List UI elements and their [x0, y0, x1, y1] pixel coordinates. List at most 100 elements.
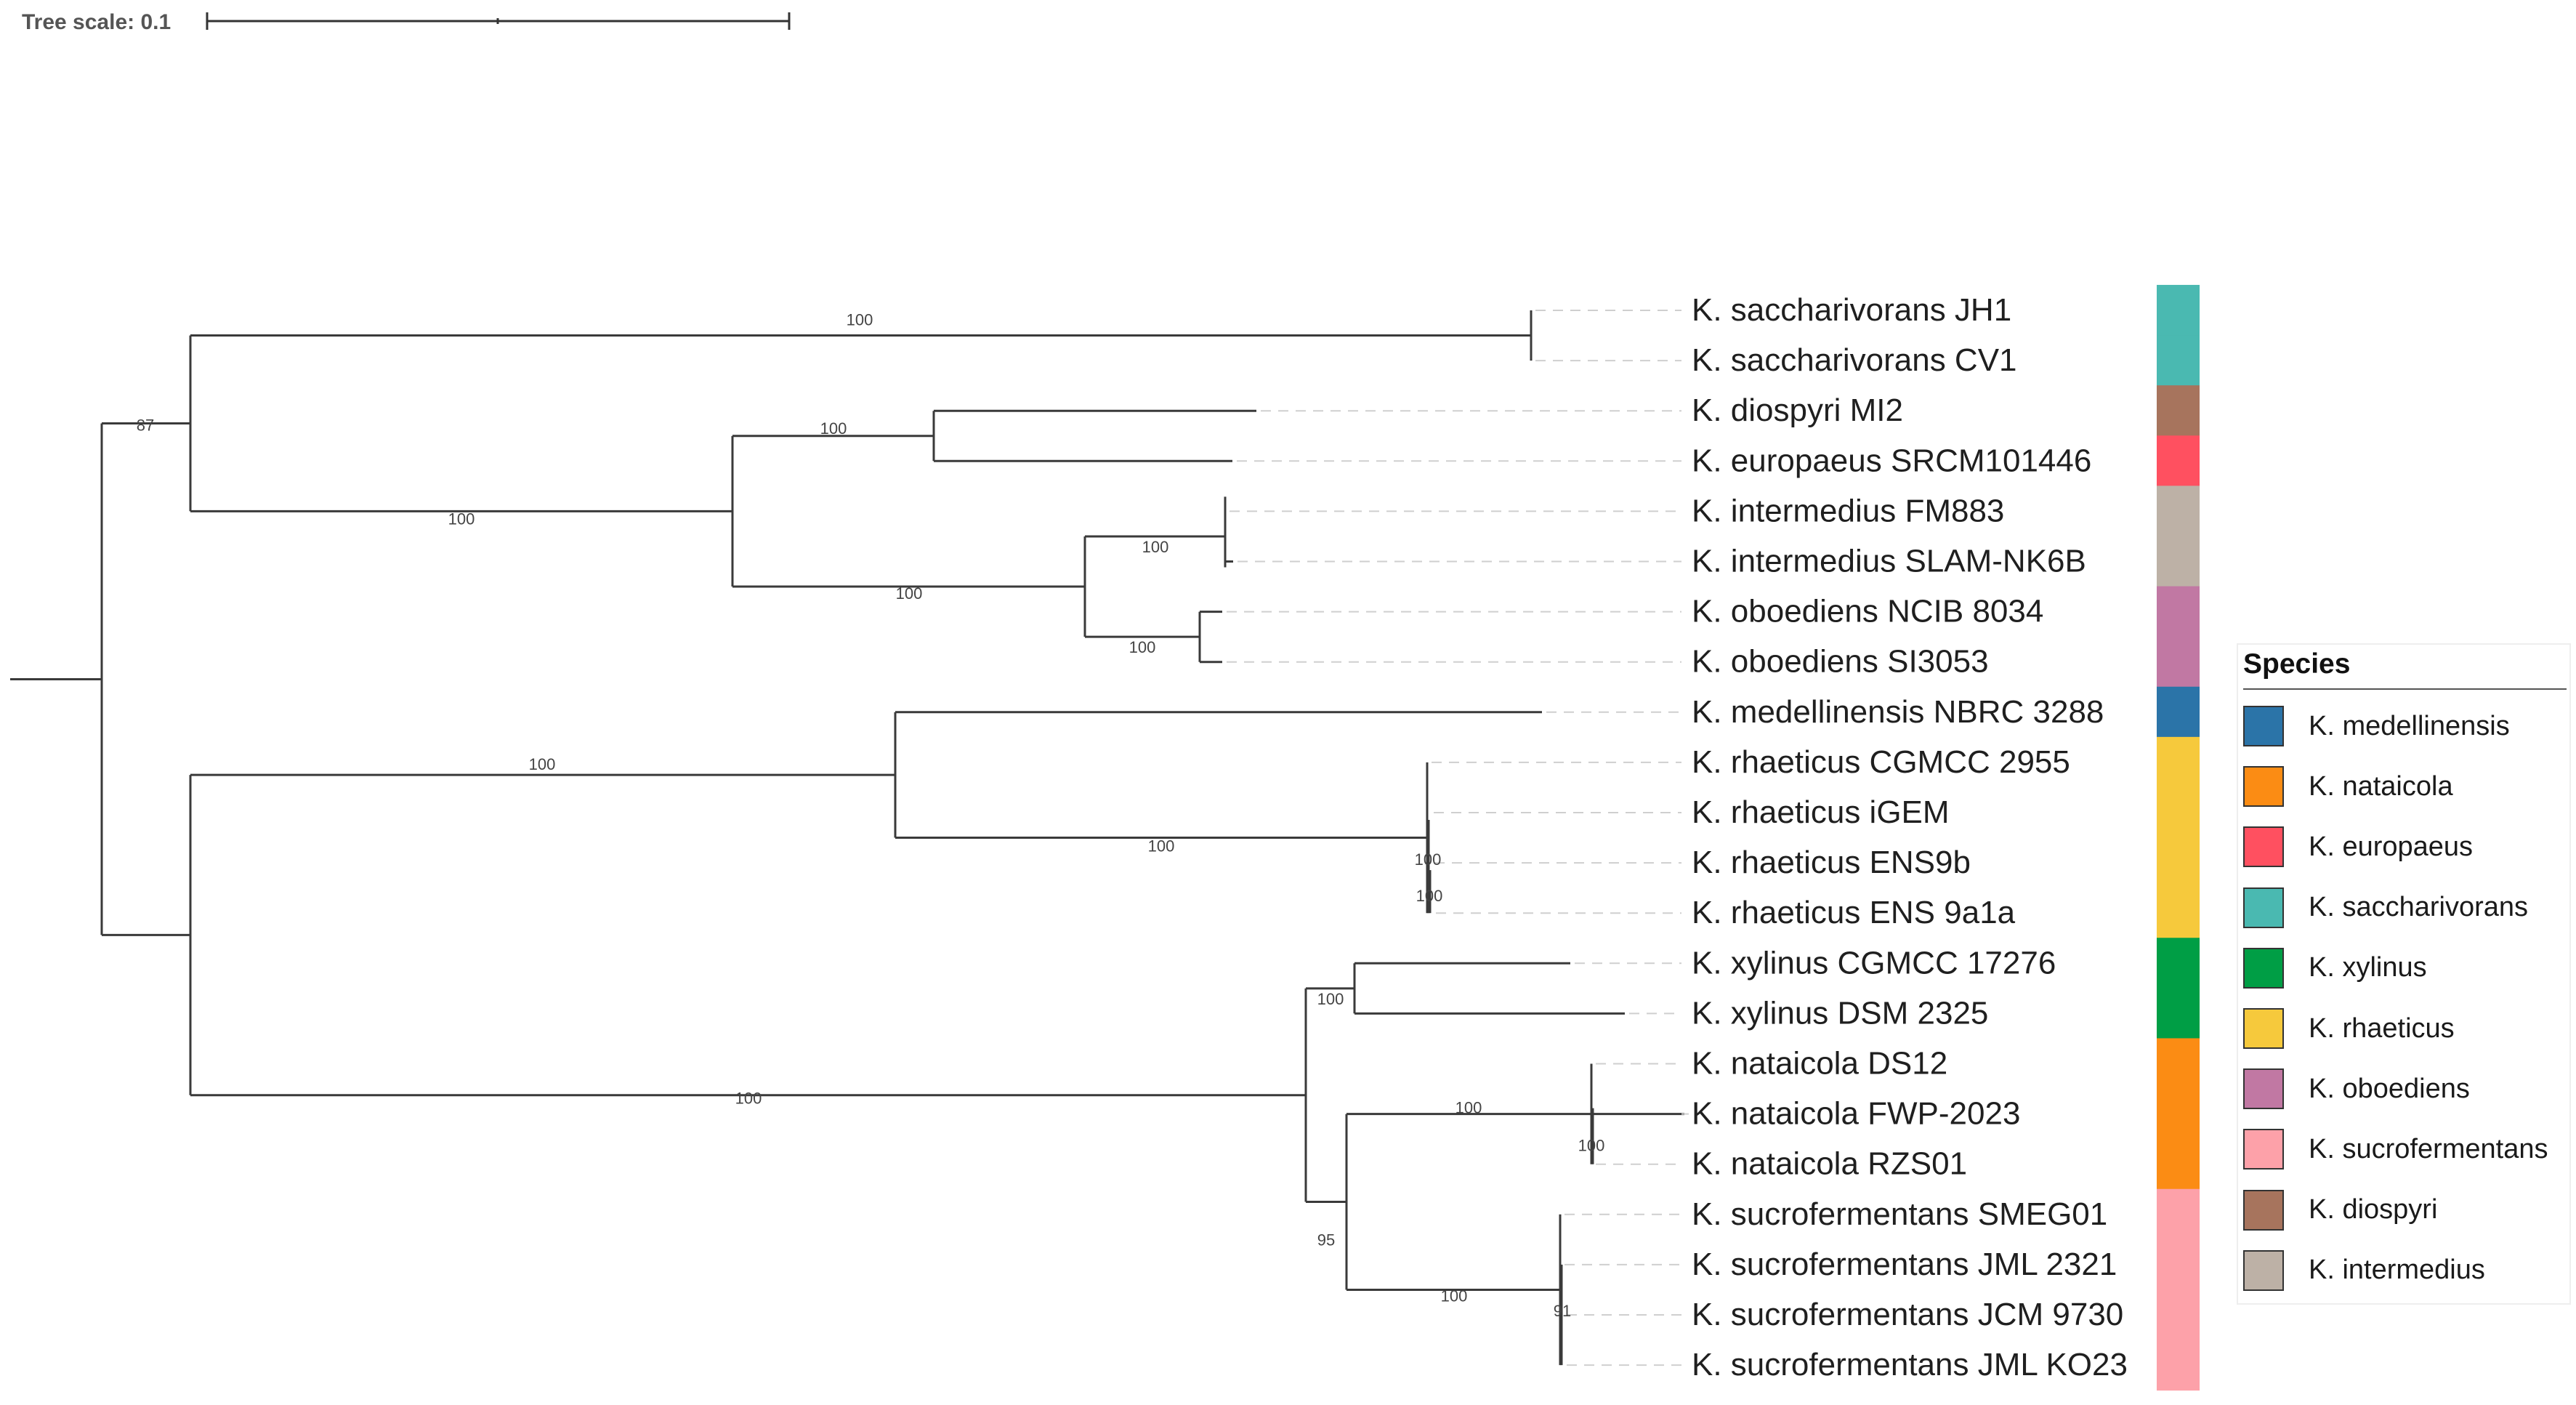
legend-item-intermedius: K. intermedius — [2243, 1249, 2485, 1292]
leaf-label: K. nataicola DS12 — [1692, 1046, 1947, 1082]
species-strip-cell — [2157, 536, 2200, 587]
legend-swatch — [2243, 1249, 2284, 1291]
legend-label: K. diospyri — [2309, 1194, 2438, 1225]
species-strip-cell — [2157, 636, 2200, 688]
leaf-label: K. oboediens SI3053 — [1692, 644, 1989, 680]
legend-item-xylinus: K. xylinus — [2243, 946, 2427, 990]
legend-item-medellinensis: K. medellinensis — [2243, 704, 2510, 748]
species-strip-cell — [2157, 887, 2200, 939]
leaf-label: K. saccharivorans CV1 — [1692, 342, 2017, 378]
legend-item-oboediens: K. oboediens — [2243, 1067, 2470, 1111]
legend-label: K. nataicola — [2309, 770, 2453, 802]
bootstrap-value: 100 — [448, 510, 475, 528]
bootstrap-value: 100 — [1441, 1287, 1468, 1305]
species-strip-cell — [2157, 586, 2200, 637]
bootstrap-value: 100 — [735, 1090, 762, 1108]
legend-label: K. europaeus — [2309, 831, 2474, 862]
legend-item-rhaeticus: K. rhaeticus — [2243, 1007, 2455, 1050]
species-strip-cell — [2157, 786, 2200, 839]
leaf-label: K. medellinensis NBRC 3288 — [1692, 694, 2104, 730]
species-strip-cell — [2157, 435, 2200, 487]
leaf-label: K. rhaeticus iGEM — [1692, 794, 1950, 830]
leaf-label: K. sucrofermentans SMEG01 — [1692, 1196, 2107, 1232]
species-strip-cell — [2157, 1038, 2200, 1090]
bootstrap-value: 100 — [1148, 837, 1175, 856]
bootstrap-value: 87 — [137, 416, 154, 434]
legend-item-nataicola: K. nataicola — [2243, 765, 2453, 808]
legend-item-saccharivorans: K. saccharivorans — [2243, 886, 2528, 930]
leaf-label: K. saccharivorans JH1 — [1692, 292, 2011, 328]
species-strip-cell — [2157, 988, 2200, 1039]
leaf-label: K. sucrofermentans JML 2321 — [1692, 1247, 2117, 1282]
legend-swatch — [2243, 1008, 2284, 1049]
legend-item-europaeus: K. europaeus — [2243, 825, 2473, 869]
bootstrap-value: 100 — [896, 584, 923, 603]
legend-title: Species — [2243, 648, 2351, 680]
leaf-label: K. sucrofermentans JCM 9730 — [1692, 1297, 2123, 1332]
leaf-label: K. rhaeticus CGMCC 2955 — [1692, 744, 2070, 780]
species-strip-cell — [2157, 1138, 2200, 1190]
bootstrap-value: 100 — [1416, 887, 1443, 905]
legend-swatch — [2243, 826, 2284, 868]
species-strip-cell — [2157, 736, 2200, 788]
species-strip-cell — [2157, 938, 2200, 989]
leaf-connectors — [1227, 310, 1689, 1366]
species-strip-cell — [2157, 1289, 2200, 1341]
species-strip-cell — [2157, 1340, 2200, 1391]
legend-label: K. medellinensis — [2309, 710, 2510, 741]
legend-item-diospyri: K. diospyri — [2243, 1188, 2437, 1232]
leaf-label: K. oboediens NCIB 8034 — [1692, 594, 2043, 629]
leaf-label: K. xylinus DSM 2325 — [1692, 995, 1988, 1031]
bootstrap-value: 100 — [1455, 1099, 1482, 1117]
bootstrap-value: 100 — [1317, 990, 1344, 1008]
legend-item-sucrofermentans: K. sucrofermentans — [2243, 1127, 2548, 1171]
legend-label: K. sucrofermentans — [2309, 1133, 2548, 1164]
legend-swatch — [2243, 706, 2284, 746]
species-color-strip — [2157, 284, 2200, 1391]
leaf-label: K. intermedius FM883 — [1692, 493, 2004, 528]
bootstrap-value: 100 — [820, 419, 847, 438]
tree-branches — [10, 310, 1684, 1366]
bootstrap-value: 100 — [1415, 850, 1442, 869]
leaf-label: K. xylinus CGMCC 17276 — [1692, 945, 2056, 981]
legend-swatch — [2243, 1068, 2284, 1110]
legend-label: K. xylinus — [2309, 952, 2427, 983]
bootstrap-value: 100 — [1142, 538, 1169, 556]
legend-swatch — [2243, 887, 2284, 928]
species-strip-cell — [2157, 1088, 2200, 1140]
species-strip-cell — [2157, 1188, 2200, 1240]
legend-label: K. oboediens — [2309, 1073, 2470, 1104]
leaf-label: K. nataicola FWP-2023 — [1692, 1096, 2020, 1132]
leaf-label: K. nataicola RZS01 — [1692, 1146, 1967, 1182]
bootstrap-value: 100 — [847, 311, 873, 329]
tree-scale-bar: Tree scale: 0.1 — [22, 10, 791, 34]
legend-label: K. saccharivorans — [2309, 892, 2529, 923]
species-strip-cell — [2157, 686, 2200, 738]
bootstrap-value: 100 — [1129, 638, 1156, 656]
leaf-labels: K. saccharivorans JH1 K. saccharivorans C… — [1692, 292, 2128, 1382]
legend-label: K. rhaeticus — [2309, 1013, 2455, 1044]
species-strip-cell — [2157, 335, 2200, 387]
bootstrap-value: 91 — [1554, 1302, 1571, 1320]
species-strip-cell — [2157, 385, 2200, 437]
species-strip-cell — [2157, 837, 2200, 889]
leaf-label: K. europaeus SRCM101446 — [1692, 443, 2091, 478]
leaf-label: K. sucrofermentans JML KO23 — [1692, 1347, 2128, 1382]
legend-swatch — [2243, 766, 2284, 808]
bootstrap-labels: 100 87 100 100 100 100 100 100 100 100 100 100 100 95… — [137, 311, 1605, 1320]
tree-scale-label: Tree scale: 0.1 — [22, 10, 171, 34]
leaf-label: K. diospyri MI2 — [1692, 392, 1903, 428]
species-legend: Species K. medellinensis K. nataicola K. e… — [2237, 643, 2571, 1305]
bootstrap-value: 100 — [529, 755, 556, 773]
legend-swatch — [2243, 947, 2284, 989]
species-strip-cell — [2157, 486, 2200, 537]
bootstrap-value: 95 — [1317, 1231, 1335, 1249]
species-strip-cell — [2157, 284, 2200, 337]
leaf-label: K. rhaeticus ENS 9a1a — [1692, 895, 2016, 930]
leaf-label: K. rhaeticus ENS9b — [1692, 845, 1971, 880]
legend-label: K. intermedius — [2309, 1255, 2485, 1286]
legend-swatch — [2243, 1129, 2284, 1170]
species-strip-cell — [2157, 1239, 2200, 1290]
legend-divider — [2243, 688, 2567, 690]
